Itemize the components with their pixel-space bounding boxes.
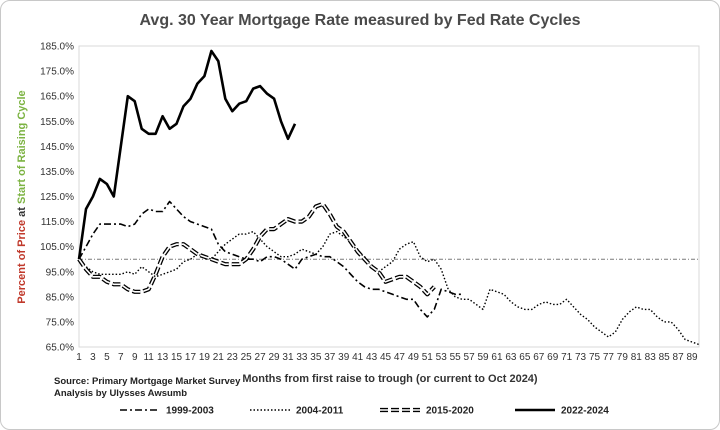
y-tick-label: 125.0% (40, 192, 74, 203)
legend-label: 2004-2011 (296, 406, 344, 417)
x-tick-label: 19 (199, 352, 211, 363)
y-tick-label: 135.0% (40, 167, 74, 178)
x-tick-label: 37 (324, 352, 336, 363)
y-axis-label-part: Percent of Price (16, 220, 28, 304)
x-tick-label: 45 (380, 352, 392, 363)
x-tick-label: 21 (213, 352, 225, 363)
x-tick-label: 73 (575, 352, 587, 363)
series-line-1999-2003 (78, 200, 463, 318)
x-tick-label: 9 (132, 352, 138, 363)
x-tick-label: 65 (519, 352, 531, 363)
plot-area (78, 45, 700, 348)
x-tick-label: 69 (547, 352, 559, 363)
y-tick-labels: 65.0% 75.0% 85.0% 95.0% 105.0% 115.0% 125.0% 13… (40, 42, 74, 354)
x-tick-label: 55 (450, 352, 462, 363)
y-tick-label: 115.0% (41, 217, 74, 228)
x-tick-label: 63 (505, 352, 517, 363)
series-line-2022-2024 (77, 49, 297, 260)
y-tick-label: 175.0% (40, 67, 74, 78)
y-tick-label: 95.0% (46, 267, 74, 278)
x-tick-label: 71 (561, 352, 573, 363)
series-line-outline (77, 201, 436, 297)
legend: 1999-2003 2004-2011 2015-2020 2022-2024 (120, 406, 609, 417)
x-tick-label: 5 (104, 352, 110, 363)
series-layer (77, 49, 700, 346)
analysis-line: Analysis by Ulysses Awsumb (54, 388, 187, 399)
x-tick-label: 33 (296, 352, 308, 363)
chart-title: Avg. 30 Year Mortgage Rate measured by F… (139, 12, 580, 29)
legend-label: 2022-2024 (561, 406, 609, 417)
x-tick-label: 81 (631, 352, 643, 363)
x-tick-label: 3 (90, 352, 96, 363)
x-tick-labels: 1 3 5 7 9 11 13 15 17 19 21 23 25 27 29 31 33 35 37 39 41 43 4… (76, 352, 698, 363)
x-tick-label: 67 (533, 352, 545, 363)
x-tick-label: 61 (491, 352, 503, 363)
x-tick-label: 57 (464, 352, 476, 363)
y-tick-label: 75.0% (46, 317, 74, 328)
x-axis-label: Months from first raise to trough (or cu… (242, 373, 538, 385)
x-tick-label: 77 (603, 352, 615, 363)
x-tick-label: 27 (255, 352, 267, 363)
y-axis-label: Percent of Price at Start of Raising Cyc… (16, 90, 28, 303)
x-tick-label: 87 (673, 352, 685, 363)
y-tick-label: 185.0% (40, 42, 74, 53)
x-tick-label: 79 (617, 352, 629, 363)
x-tick-label: 41 (352, 352, 364, 363)
x-tick-label: 29 (268, 352, 280, 363)
grid-layer (78, 45, 700, 348)
legend-label: 1999-2003 (166, 406, 214, 417)
y-axis-label-part: at (16, 204, 28, 220)
x-tick-label: 15 (171, 352, 183, 363)
x-tick-label: 83 (645, 352, 657, 363)
x-tick-label: 47 (394, 352, 406, 363)
x-tick-label: 31 (282, 352, 294, 363)
x-tick-label: 43 (366, 352, 378, 363)
x-tick-label: 59 (477, 352, 489, 363)
y-axis-label-part: Start of Raising Cycle (16, 90, 28, 204)
x-tick-label: 53 (436, 352, 448, 363)
x-tick-label: 89 (686, 352, 698, 363)
x-tick-label: 35 (310, 352, 322, 363)
x-tick-label: 25 (241, 352, 253, 363)
x-tick-label: 13 (157, 352, 169, 363)
x-tick-label: 7 (118, 352, 124, 363)
series-line-2004-2011 (78, 230, 700, 346)
x-tick-label: 11 (143, 352, 154, 363)
x-tick-label: 17 (185, 352, 197, 363)
x-tick-label: 23 (227, 352, 239, 363)
x-tick-label: 1 (76, 352, 82, 363)
y-tick-label: 65.0% (46, 343, 74, 354)
x-tick-label: 39 (338, 352, 350, 363)
y-tick-label: 145.0% (40, 142, 74, 153)
source-line: Source: Primary Mortgage Market Survey (54, 376, 241, 387)
x-tick-label: 85 (659, 352, 671, 363)
y-tick-label: 85.0% (46, 292, 74, 303)
series-line-2015-2020 (78, 203, 435, 296)
y-tick-label: 165.0% (40, 92, 74, 103)
y-tick-label: 155.0% (40, 117, 74, 128)
legend-label: 2015-2020 (426, 406, 474, 417)
y-tick-label: 105.0% (40, 242, 74, 253)
x-tick-label: 75 (589, 352, 601, 363)
x-tick-label: 49 (408, 352, 420, 363)
x-tick-label: 51 (422, 352, 434, 363)
